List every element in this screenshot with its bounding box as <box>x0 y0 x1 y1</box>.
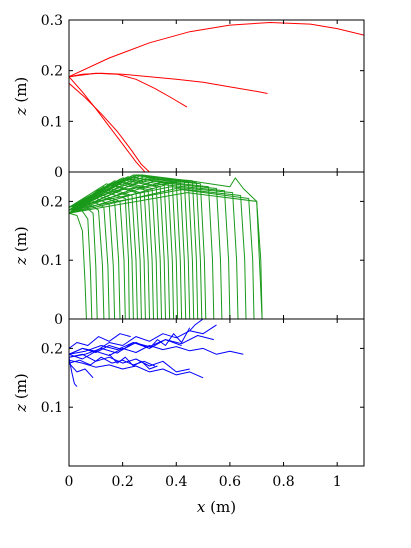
series-line-middle-27 <box>69 178 207 319</box>
series-line-top-0 <box>69 22 364 78</box>
series-line-bottom-11 <box>149 327 191 349</box>
series-line-bottom-8 <box>69 362 94 379</box>
series-line-bottom-4 <box>69 359 204 379</box>
series-line-middle-11 <box>69 183 142 319</box>
series-line-middle-31 <box>69 186 239 319</box>
series-line-middle-26 <box>69 177 203 319</box>
y-tick-label: 0.2 <box>41 64 63 80</box>
panel-top: 0 0.1 0.2 0.3 z (m) <box>12 13 365 181</box>
y-axis-label: z (m) <box>12 77 30 117</box>
series-line-middle-0 <box>69 212 87 319</box>
series-line-top-3 <box>69 76 146 172</box>
series-line-bottom-12 <box>189 319 204 332</box>
y-tick-label: 0 <box>54 165 63 181</box>
series-line-top-2 <box>69 72 188 108</box>
series-line-middle-16 <box>69 178 162 319</box>
series-line-bottom-7 <box>69 333 131 349</box>
y-axis-label: z (m) <box>12 226 30 266</box>
series-line-middle-28 <box>69 180 215 319</box>
y-tick-label: 0.2 <box>41 341 63 357</box>
y-tick-label: 0.2 <box>41 194 63 210</box>
y-tick-label: 0.1 <box>41 253 63 269</box>
x-tick-label: 0.2 <box>112 474 134 490</box>
x-tick-label: 0.8 <box>272 474 294 490</box>
series-line-middle-33 <box>69 189 255 319</box>
series-line-middle-35 <box>69 177 263 319</box>
series-group <box>69 22 364 172</box>
x-axis-label: x (m) <box>197 498 236 516</box>
axes-frame <box>68 318 365 467</box>
y-tick-label: 0.1 <box>41 400 63 416</box>
series-line-middle-29 <box>69 182 223 319</box>
series-line-bottom-10 <box>69 357 78 387</box>
y-tick-label: 0.1 <box>41 114 63 130</box>
series-line-top-4 <box>69 82 151 172</box>
series-line-bottom-9 <box>69 335 214 355</box>
panel-bottom: 0.1 0.2 0 0.2 0.4 0.6 0.8 1 z (m) x (m) <box>12 318 365 516</box>
series-line-middle-2 <box>69 203 98 319</box>
series-line-bottom-3 <box>69 356 156 367</box>
series-line-middle-3 <box>69 200 105 319</box>
series-line-bottom-5 <box>69 324 217 355</box>
y-tick-label: 0 <box>54 312 63 328</box>
series-line-bottom-1 <box>69 339 182 358</box>
x-tick-label: 1 <box>333 474 342 490</box>
x-tick-label: 0.4 <box>165 474 187 490</box>
x-tick-label: 0.6 <box>219 474 241 490</box>
series-group <box>69 319 244 387</box>
axes-frame <box>68 19 365 173</box>
series-group <box>69 174 263 319</box>
series-line-top-1 <box>69 72 268 94</box>
y-axis-label: z (m) <box>12 373 30 413</box>
y-tick-label: 0.3 <box>41 13 63 29</box>
series-line-bottom-13 <box>108 353 158 370</box>
panel-middle: 0 0.1 0.2 z (m) <box>12 171 365 328</box>
series-line-bottom-2 <box>69 345 244 360</box>
x-tick-label: 0 <box>65 474 74 490</box>
